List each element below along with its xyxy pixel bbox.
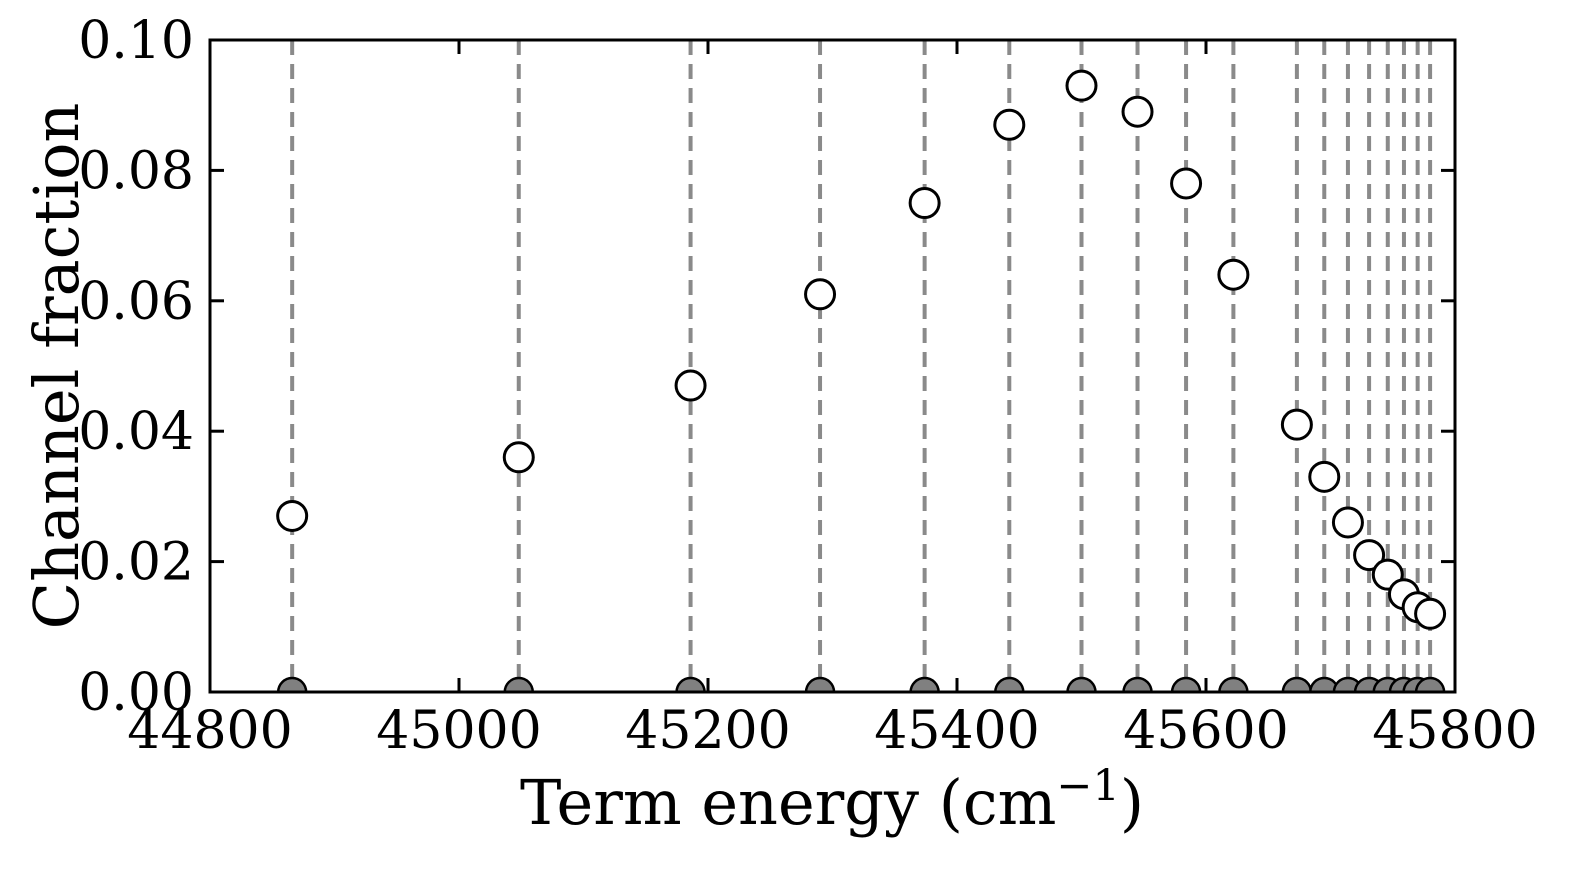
x-tick-label: 45000 [376,701,541,761]
x-tick-label: 45800 [1372,701,1537,761]
filled-circle-marker [276,676,308,692]
open-circle-marker [1065,69,1098,102]
y-axis-label: Channel fraction [20,103,93,630]
x-tick-labels-group: 44800 45000 45200 45400 45600 45800 [127,701,1537,761]
open-circle-marker [1170,167,1203,200]
open-circle-marker [1121,95,1154,128]
filled-circle-marker [1309,676,1340,692]
filled-circle-marker [1122,676,1153,692]
x-tick-label: 45600 [1123,701,1288,761]
ticks-group [208,38,1457,694]
x-tick-label: 45200 [625,701,790,761]
filled-circle-marker [1281,676,1313,692]
y-tick-label: 0.02 [78,533,194,593]
y-tick-label: 0.04 [78,402,194,462]
filled-circle-marker [675,676,706,692]
open-circle-marker [1353,539,1386,572]
open-circle-marker [1280,408,1313,441]
filled-circle-marker [804,676,836,692]
open-circle-marker [804,278,837,311]
open-circle-marker [502,441,535,474]
y-tick-label: 0.08 [78,141,194,201]
x-axis-label-text: Term energy (cm [520,766,1056,839]
y-tick-labels-group: 0.00 0.02 0.04 0.06 0.08 0.10 [78,11,194,723]
filled-markers-group [276,676,1446,692]
x-tick-label: 45400 [874,701,1039,761]
filled-circle-marker [909,676,940,692]
open-circle-marker [908,187,941,219]
open-circle-marker [1217,258,1250,291]
x-axis-label-superscript: −1 [1056,761,1119,811]
filled-circle-marker [994,676,1025,692]
x-tick-label: 44800 [127,701,292,761]
plot-frame [208,38,1457,694]
open-circle-marker [276,499,309,532]
filled-circle-marker [1170,676,1202,692]
open-circle-marker [993,108,1026,141]
open-markers-group [276,69,1447,630]
filled-circle-marker [1414,676,1446,692]
y-tick-label: 0.10 [78,11,194,71]
y-tick-label: 0.06 [78,272,194,332]
open-circle-marker [674,369,707,402]
filled-circle-marker [503,676,535,692]
axes-frame [208,38,1457,694]
open-circle-marker [1308,460,1341,493]
filled-circle-marker [1218,676,1249,692]
open-circle-marker [1331,506,1364,539]
filled-circle-marker [1066,676,1097,692]
x-axis-label: Term energy (cm−1) [520,761,1144,839]
x-axis-label-suffix: ) [1120,766,1144,839]
y-tick-label: 0.00 [78,663,194,723]
vlines-group [290,40,1433,692]
open-circle-marker [1414,597,1447,630]
